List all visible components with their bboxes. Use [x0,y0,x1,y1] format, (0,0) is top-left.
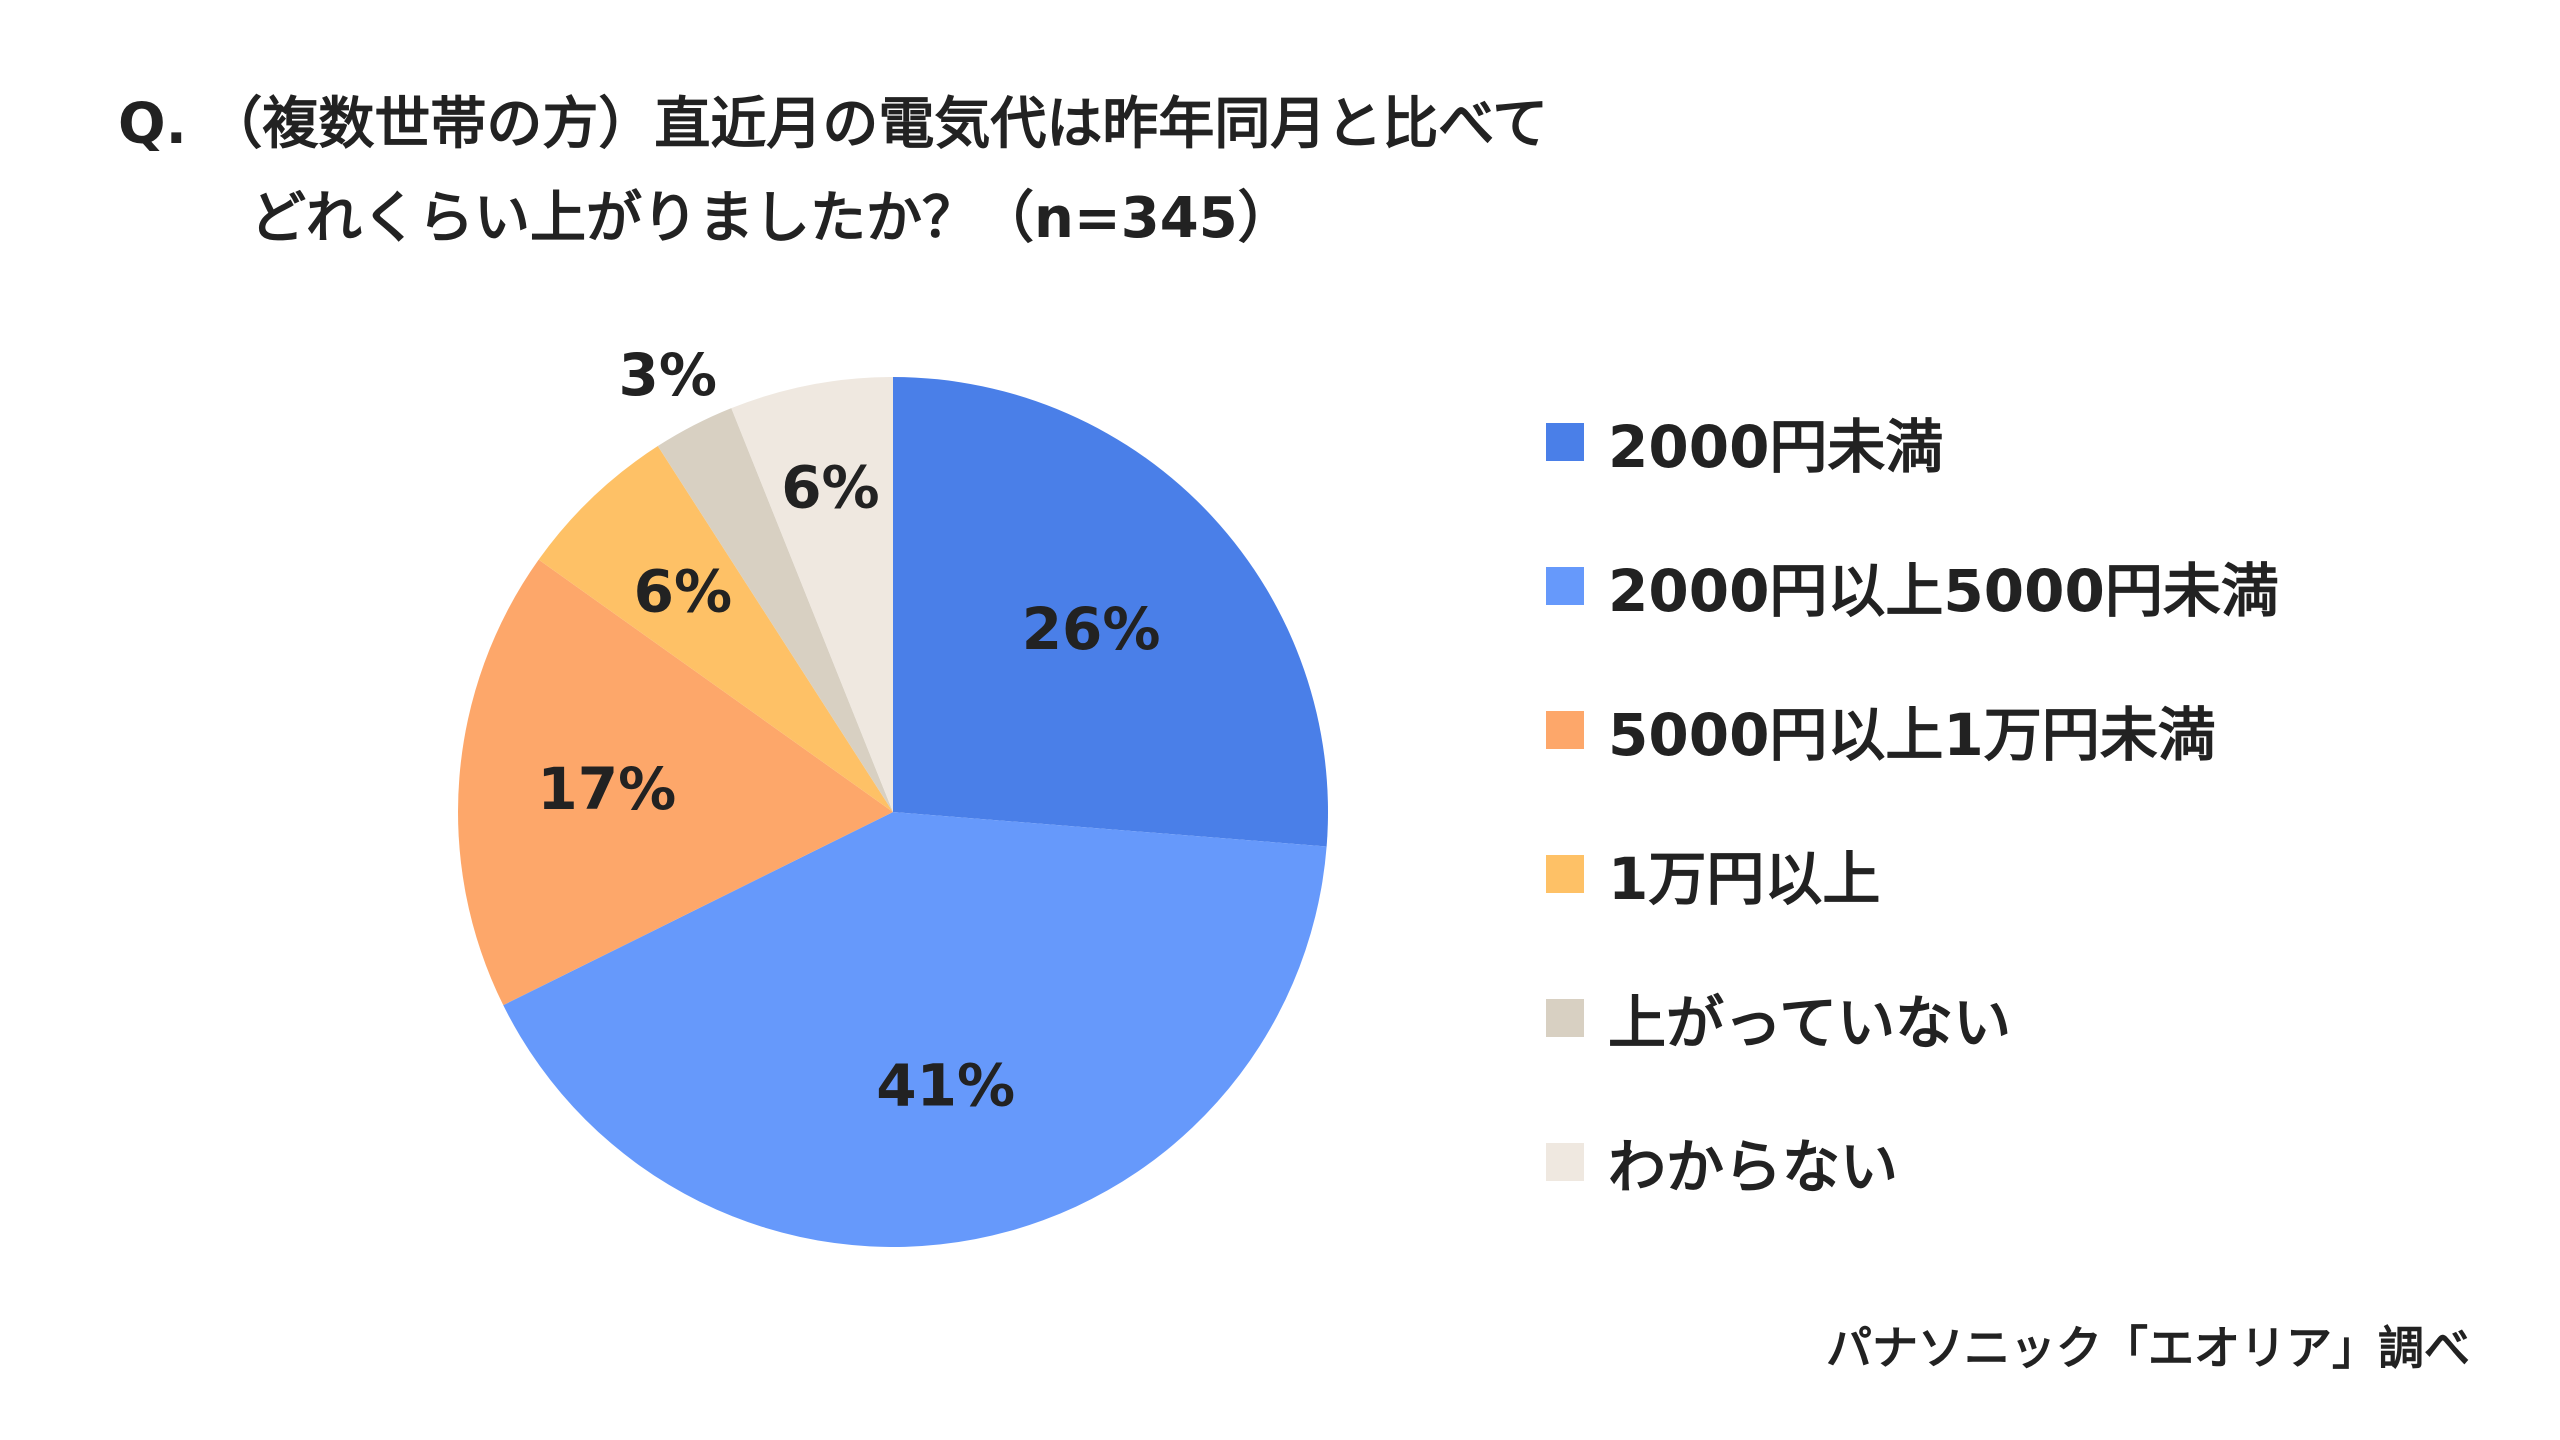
pie-slice-label-5: 3% [619,341,717,409]
pie-slice-5 [657,408,893,812]
chart-source: パナソニック「エオリア」調べ [1826,1321,2470,1375]
legend-label: 上がっていない [1608,989,2012,1057]
pie-slice-label-1: 26% [1022,595,1161,663]
chart-title: Q. （複数世帯の方）直近月の電気代は昨年同月と比べて どれくらい上がりましたか… [118,78,2418,266]
legend-item-2: 2000円以上5000円未満 [1546,514,2506,658]
pie-slice-label-3: 17% [537,755,676,823]
legend-swatch [1546,999,1584,1037]
legend-label: 2000円未満 [1608,413,1944,481]
pie-slice-2 [503,812,1327,1247]
pie-slice-6 [731,377,893,812]
pie-slice-label-4: 6% [634,558,732,626]
legend-label: 5000円以上1万円未満 [1608,701,2216,769]
legend-label: 1万円以上 [1608,845,1881,913]
chart-legend: 2000円未満 2000円以上5000円未満 5000円以上1万円未満 1万円以上上が… [1546,370,2506,1234]
legend-item-6: わからない [1546,1090,2506,1234]
legend-swatch [1546,711,1584,749]
legend-item-5: 上がっていない [1546,946,2506,1090]
chart-title-line-2: どれくらい上がりましたか？（n=345） [250,186,1294,251]
legend-item-3: 5000円以上1万円未満 [1546,658,2506,802]
pie-slice-label-6: 6% [781,453,879,521]
legend-item-1: 2000円未満 [1546,370,2506,514]
legend-swatch [1546,423,1584,461]
legend-item-4: 1万円以上 [1546,802,2506,946]
pie-slice-4 [538,446,893,812]
legend-label: わからない [1608,1133,1899,1201]
pie-labels: 26% 41% 17% 6% 3% 6% [537,341,1160,1119]
legend-swatch [1546,567,1584,605]
pie-slice-1 [893,377,1328,847]
chart-title-line-1: Q. （複数世帯の方）直近月の電気代は昨年同月と比べて [118,92,1549,157]
pie-slice-label-2: 41% [876,1051,1015,1119]
pie-slice-3 [458,559,893,1006]
legend-swatch [1546,855,1584,893]
legend-swatch [1546,1143,1584,1181]
legend-label: 2000円以上5000円未満 [1608,557,2279,625]
pie-slices [458,377,1328,1247]
